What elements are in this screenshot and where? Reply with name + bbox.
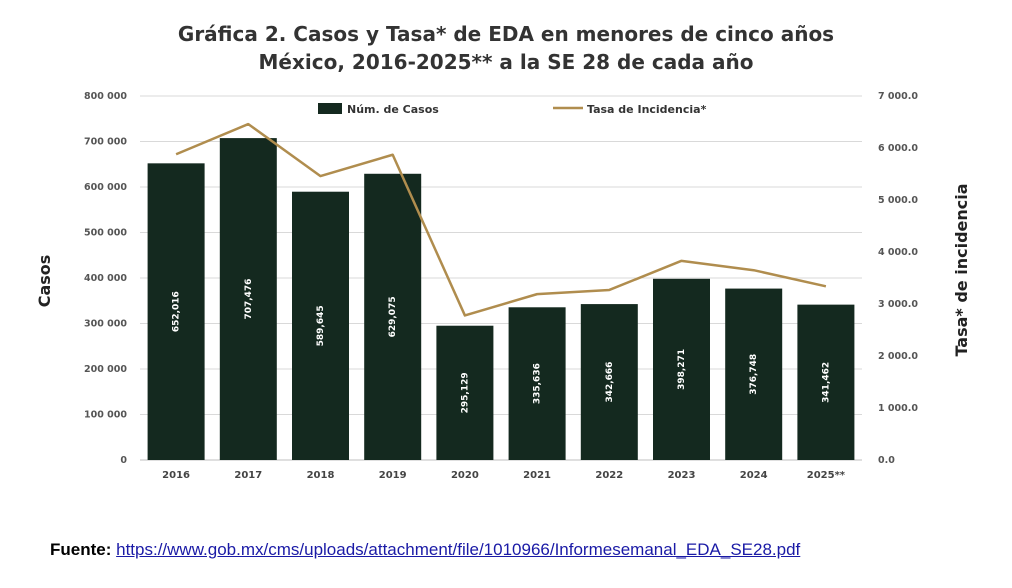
y-axis-title: Casos — [35, 255, 54, 308]
y2-tick-label: 1 000.0 — [878, 403, 918, 414]
legend-bar-swatch — [318, 103, 342, 114]
bar-value-label: 707,476 — [244, 279, 254, 320]
x-tick-label: 2024 — [740, 470, 768, 481]
y-tick-label: 700 000 — [84, 137, 127, 148]
y-tick-label: 0 — [120, 455, 127, 466]
y-tick-label: 300 000 — [84, 319, 127, 330]
legend-bar-label: Núm. de Casos — [347, 103, 439, 116]
bar-value-label: 295,129 — [460, 372, 470, 413]
bar-2018 — [292, 191, 349, 460]
bar-value-label: 629,075 — [388, 296, 398, 337]
incidence-rate-line — [175, 122, 827, 317]
x-tick-label: 2019 — [379, 470, 407, 481]
bar-data-labels: 652,016 707,476 589,645 629,075 295,129 335,6… — [172, 279, 832, 414]
source-note: Fuente: https://www.gob.mx/cms/uploads/a… — [50, 540, 800, 560]
bar-2017 — [219, 138, 277, 460]
bar-value-label: 652,016 — [172, 291, 182, 332]
bar-2025 — [797, 304, 855, 460]
combo-chart: 0 100 000 200 000 300 000 400 000 500 000 600 … — [35, 91, 971, 481]
y-tick-label: 500 000 — [84, 228, 127, 239]
bar-value-label: 398,271 — [677, 349, 687, 390]
legend-line-label: Tasa de Incidencia* — [587, 103, 707, 116]
x-tick-label: 2023 — [668, 470, 696, 481]
chart-title-line1: Gráfica 2. Casos y Tasa* de EDA en menor… — [177, 22, 835, 46]
chart-title-line2: México, 2016-2025** a la SE 28 de cada a… — [258, 50, 754, 74]
x-tick-label: 2016 — [162, 470, 190, 481]
y2-axis-title: Tasa* de incidencia — [952, 183, 971, 356]
bar-series — [147, 138, 855, 461]
bar-2020 — [436, 325, 494, 460]
source-link[interactable]: https://www.gob.mx/cms/uploads/attachmen… — [116, 540, 801, 559]
y-tick-label: 600 000 — [84, 182, 127, 193]
x-axis-ticks: 2016 2017 2018 2019 2020 2021 2022 2023 2024 2025… — [162, 470, 846, 481]
y2-tick-label: 4 000.0 — [878, 247, 918, 258]
x-tick-label: 2022 — [595, 470, 623, 481]
y2-tick-label: 7 000.0 — [878, 91, 918, 102]
right-axis-ticks: 0.0 1 000.0 2 000.0 3 000.0 4 000.0 5 000.0 6 … — [878, 91, 918, 466]
y-tick-label: 400 000 — [84, 273, 127, 284]
bar-value-label: 341,462 — [821, 362, 831, 403]
line-series — [175, 122, 827, 317]
left-axis-ticks: 0 100 000 200 000 300 000 400 000 500 000 600 … — [84, 91, 127, 466]
source-label: Fuente: — [50, 540, 112, 559]
y2-tick-label: 2 000.0 — [878, 351, 918, 362]
bar-2021 — [508, 307, 566, 460]
y-tick-label: 200 000 — [84, 364, 127, 375]
y-tick-label: 800 000 — [84, 91, 127, 102]
bar-2024 — [725, 288, 783, 460]
bar-2016 — [147, 163, 205, 461]
bar-2023 — [653, 278, 710, 460]
bar-value-label: 376,748 — [749, 354, 759, 395]
bar-value-label: 335,636 — [533, 363, 543, 404]
legend: Núm. de Casos Tasa de Incidencia* — [318, 103, 707, 116]
x-tick-label: 2017 — [234, 470, 262, 481]
bar-value-label: 342,666 — [605, 362, 615, 403]
x-tick-label: 2021 — [523, 470, 551, 481]
bar-value-label: 589,645 — [316, 305, 326, 346]
y-tick-label: 100 000 — [84, 410, 127, 421]
bar-2022 — [580, 304, 638, 460]
x-tick-label: 2020 — [451, 470, 479, 481]
x-tick-label: 2018 — [307, 470, 335, 481]
bar-2019 — [364, 173, 422, 460]
y2-tick-label: 5 000.0 — [878, 195, 918, 206]
x-tick-label: 2025** — [807, 470, 846, 481]
y2-tick-label: 3 000.0 — [878, 299, 918, 310]
y2-tick-label: 6 000.0 — [878, 143, 918, 154]
y2-tick-label: 0.0 — [878, 455, 895, 466]
